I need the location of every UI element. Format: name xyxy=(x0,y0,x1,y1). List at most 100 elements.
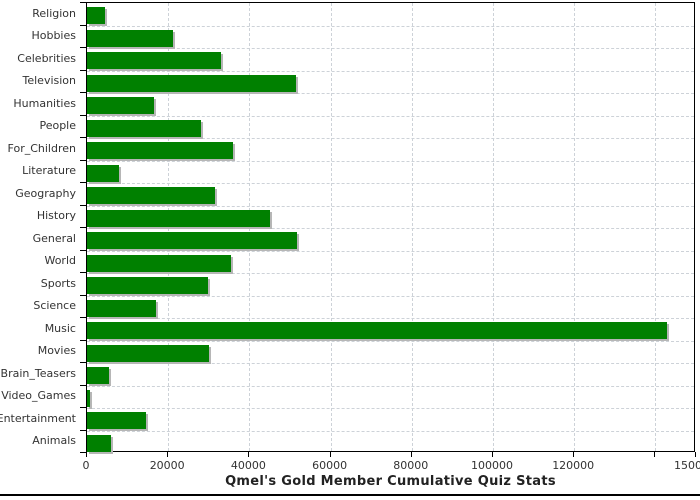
x-axis-end-tick xyxy=(695,452,696,457)
gridline-horizontal xyxy=(87,183,694,184)
gridline-horizontal xyxy=(87,138,694,139)
y-axis-tick xyxy=(80,159,86,161)
x-axis-tick xyxy=(410,452,412,457)
gridline-horizontal xyxy=(87,385,694,387)
plot-area xyxy=(86,2,695,452)
gridline-horizontal xyxy=(87,228,694,229)
y-axis-tick xyxy=(80,227,86,228)
y-axis-label: Television xyxy=(22,74,77,88)
y-axis-label: Entertainment xyxy=(0,411,76,425)
gridline-horizontal xyxy=(87,273,694,274)
x-axis-tick-label: 80000 xyxy=(393,459,429,472)
x-axis-tick xyxy=(492,452,493,457)
gridline-horizontal xyxy=(87,295,694,297)
bottom-divider xyxy=(0,494,700,496)
y-axis-label: Brain_Teasers xyxy=(0,366,76,380)
bar-world xyxy=(87,254,232,272)
gridline-horizontal xyxy=(87,205,694,207)
y-axis-tick xyxy=(80,182,86,183)
y-axis-label: Video_Games xyxy=(1,389,76,403)
x-axis-tick-label: 120000 xyxy=(552,459,595,472)
y-axis-tick xyxy=(80,2,86,3)
y-axis-tick xyxy=(80,384,86,386)
gridline-horizontal xyxy=(87,340,694,342)
y-axis-label: Science xyxy=(33,299,76,313)
y-axis-tick xyxy=(80,339,86,341)
y-axis-label: Celebrities xyxy=(17,51,76,65)
gridline-horizontal xyxy=(87,160,694,162)
bar-music xyxy=(87,322,667,339)
bar-animals xyxy=(87,434,111,452)
x-axis-tick-label: 20000 xyxy=(149,459,185,472)
y-axis-label: Animals xyxy=(32,434,76,448)
x-axis-tick-label: 60000 xyxy=(312,459,348,472)
bar-general xyxy=(87,232,297,249)
bar-video_games xyxy=(87,389,91,407)
y-axis-label: Humanities xyxy=(13,96,76,110)
gridline-horizontal xyxy=(87,48,694,49)
y-axis-tick xyxy=(80,429,86,431)
y-axis-label: Hobbies xyxy=(31,29,76,43)
bar-science xyxy=(87,299,157,317)
gridline-vertical xyxy=(168,3,170,451)
bar-people xyxy=(87,119,202,137)
x-axis-tick xyxy=(167,452,169,457)
y-axis-label: Literature xyxy=(22,164,76,178)
bar-humanities xyxy=(87,97,155,114)
gridline-vertical xyxy=(330,3,332,451)
y-axis-tick xyxy=(80,204,86,206)
y-axis-tick xyxy=(80,317,86,318)
bar-hobbies xyxy=(87,29,173,47)
y-axis-tick xyxy=(80,362,86,363)
gridline-horizontal xyxy=(87,430,694,432)
bar-geography xyxy=(87,187,216,204)
y-axis-tick xyxy=(80,69,86,71)
y-axis-label: Music xyxy=(44,321,76,335)
gridline-vertical xyxy=(574,3,576,451)
y-axis-label: For_Children xyxy=(7,141,76,155)
bar-celebrities xyxy=(87,52,221,69)
chart-title: Qmel's Gold Member Cumulative Quiz Stats xyxy=(225,474,556,489)
y-axis-label: Religion xyxy=(32,6,76,20)
gridline-horizontal xyxy=(87,363,694,364)
gridline-horizontal xyxy=(87,318,694,319)
y-axis-label: World xyxy=(44,254,76,268)
y-axis-label: Movies xyxy=(37,344,76,358)
bar-entertainment xyxy=(87,412,146,429)
bar-literature xyxy=(87,164,120,182)
y-axis-label: History xyxy=(36,209,76,223)
gridline-vertical xyxy=(249,3,251,451)
bar-sports xyxy=(87,277,208,294)
y-axis-tick xyxy=(80,24,86,26)
y-axis-label: Geography xyxy=(15,186,76,200)
x-axis-end-label: 150000 xyxy=(674,459,700,472)
y-axis-tick xyxy=(80,92,86,93)
bar-history xyxy=(87,209,271,227)
gridline-vertical xyxy=(411,3,413,451)
gridline-vertical xyxy=(655,3,657,451)
x-axis-tick xyxy=(654,452,656,457)
y-axis-tick xyxy=(80,114,86,116)
y-axis-tick xyxy=(80,249,86,251)
gridline-horizontal xyxy=(87,250,694,252)
gridline-horizontal xyxy=(87,25,694,27)
y-axis-tick xyxy=(80,272,86,273)
y-axis-tick xyxy=(80,407,86,408)
y-axis-tick xyxy=(80,47,86,48)
x-axis-tick-label: 100000 xyxy=(471,459,513,472)
y-axis-tick xyxy=(80,137,86,138)
gridline-horizontal xyxy=(87,93,694,94)
x-axis-tick xyxy=(329,452,331,457)
bar-for_children xyxy=(87,142,234,159)
y-axis-tick xyxy=(80,294,86,296)
y-axis-label: General xyxy=(32,231,76,245)
bar-movies xyxy=(87,344,210,362)
gridline-horizontal xyxy=(87,70,694,72)
y-axis-tick xyxy=(80,452,86,453)
y-axis-label: People xyxy=(39,119,76,133)
bar-religion xyxy=(87,7,106,24)
gridline-horizontal xyxy=(87,115,694,117)
x-axis-tick xyxy=(573,452,575,457)
x-axis-tick xyxy=(86,452,87,457)
